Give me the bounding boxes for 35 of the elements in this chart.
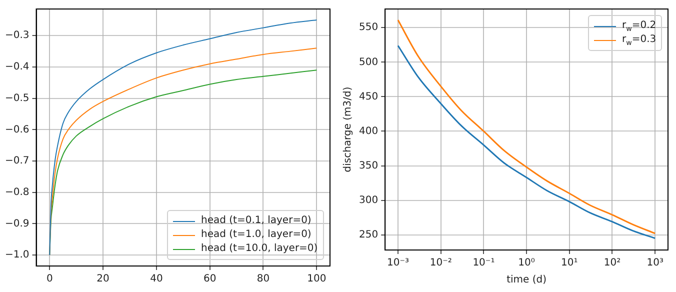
x-tick-label: 10⁻³ [386, 258, 409, 269]
legend-label: head (t=1.0, layer=0) [201, 228, 312, 242]
y-tick-label: −0.4 [4, 62, 30, 73]
x-tick-label: 10⁻¹ [472, 258, 495, 269]
x-tick-label: 10² [604, 258, 621, 269]
x-tick-label: 10⁻² [430, 258, 452, 269]
x-tick-label: 20 [96, 274, 110, 285]
x-tick-label: 80 [256, 274, 270, 285]
y-tick-label: 250 [358, 229, 378, 240]
y-tick-label: 550 [358, 22, 378, 34]
y-tick-label: −0.5 [4, 92, 30, 104]
x-tick-label: 100 [307, 274, 326, 285]
x-tick-label: 10³ [646, 258, 664, 269]
y-tick-label: −1.0 [4, 250, 30, 261]
legend-label: r$_{w}$=0.3 [622, 33, 656, 47]
legend-label: head (t=10.0, layer=0) [201, 242, 318, 256]
y-tick-label: −0.7 [4, 156, 30, 167]
y-tick-label: −0.6 [4, 124, 30, 136]
x-tick-label: 10⁰ [518, 258, 535, 269]
x-tick-label: 60 [203, 274, 216, 285]
y-tick-label: −0.3 [4, 30, 30, 42]
legend-label: r$_{w}$=0.2 [622, 19, 656, 33]
legend-label: head (t=0.1, layer=0) [201, 214, 312, 228]
y-tick-label: 500 [358, 56, 378, 68]
x-tick-label: 0 [46, 274, 53, 285]
x-axis-title: time (d) [506, 274, 547, 286]
x-tick-label: 10¹ [561, 258, 578, 269]
y-tick-label: 300 [358, 194, 378, 206]
y-tick-label: −0.8 [4, 186, 30, 198]
y-tick-label: 400 [358, 126, 378, 137]
x-tick-label: 40 [150, 274, 163, 285]
y-tick-label: 450 [358, 91, 378, 102]
y-tick-label: −0.9 [4, 218, 30, 230]
y-tick-label: 350 [358, 160, 378, 172]
y-axis-title: discharge (m3/d) [342, 86, 354, 172]
